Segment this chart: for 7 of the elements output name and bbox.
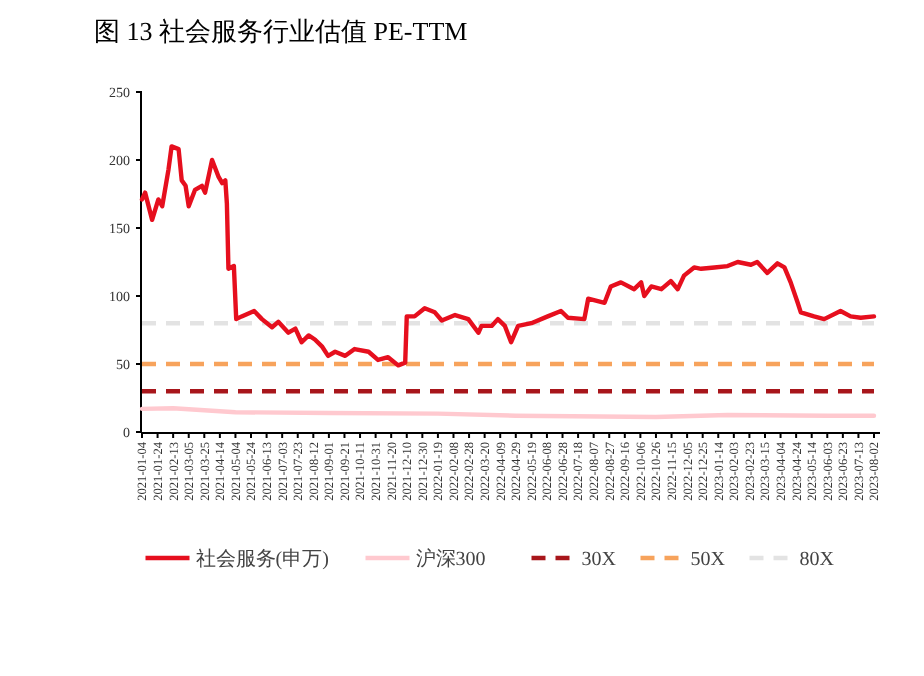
legend-label: 50X (690, 549, 727, 571)
legend-label: 沪深300 (415, 547, 486, 571)
legend-label: 30X (581, 549, 618, 571)
legend-label: 社会服务(申万) (195, 547, 329, 571)
line-series (139, 144, 877, 368)
chart-title: 图 13 社会服务行业估值 PE-TTM (94, 16, 469, 46)
legend-label: 80X (799, 549, 836, 571)
